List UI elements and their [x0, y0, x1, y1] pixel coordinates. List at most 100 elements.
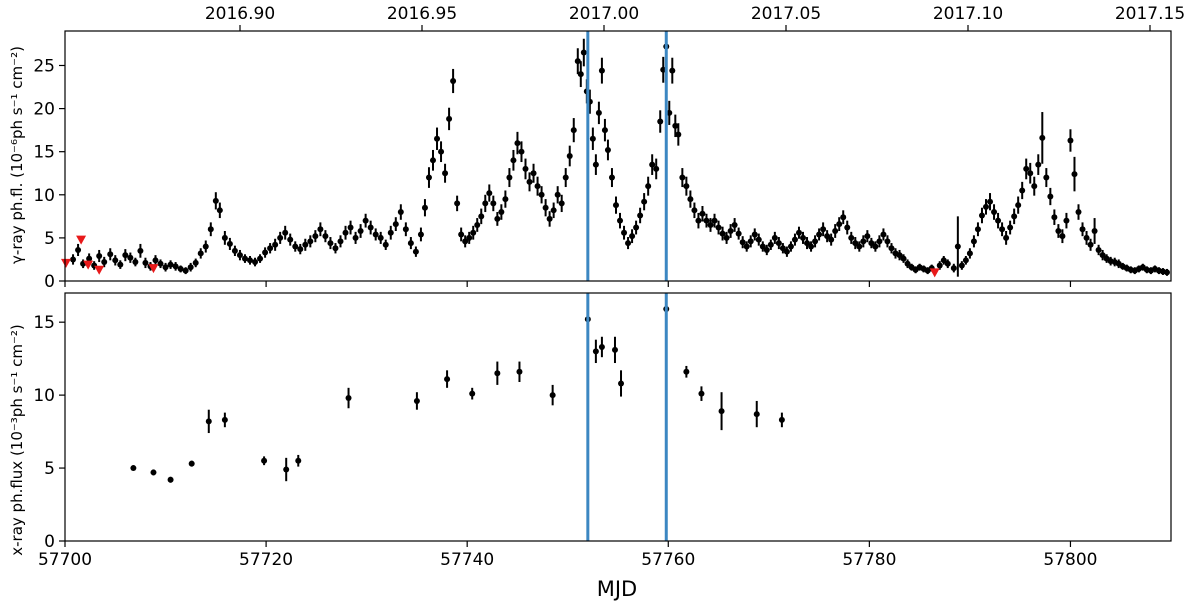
data-point [538, 191, 545, 198]
data-point [444, 376, 451, 383]
data-point [542, 204, 549, 211]
data-point [207, 226, 214, 233]
data-point [221, 234, 228, 241]
data-point [1051, 214, 1058, 221]
data-point [413, 397, 420, 404]
data-point [287, 236, 294, 243]
data-point [295, 457, 302, 464]
data-point [703, 217, 710, 224]
data-point [112, 257, 119, 264]
data-point [950, 265, 957, 272]
data-point [958, 262, 965, 269]
data-point [466, 234, 473, 241]
data-point [252, 259, 259, 266]
data-point [558, 200, 565, 207]
data-point [1099, 252, 1106, 259]
data-point [494, 215, 501, 222]
y-tick-label: 0 [44, 532, 55, 552]
data-point [860, 238, 867, 245]
data-point [292, 243, 299, 250]
data-point [816, 231, 823, 238]
data-point [991, 209, 998, 216]
x-tick-label: 57700 [38, 550, 92, 570]
data-point [342, 229, 349, 236]
data-point [522, 165, 529, 172]
data-point [675, 131, 682, 138]
data-point [982, 203, 989, 210]
data-point [987, 198, 994, 205]
data-point [117, 261, 124, 268]
data-point [177, 265, 184, 272]
plot-frame [64, 292, 1172, 542]
data-point [101, 259, 108, 266]
data-point [645, 183, 652, 190]
data-point [608, 174, 615, 181]
data-point [70, 256, 77, 263]
y-tick-label: 5 [44, 229, 55, 249]
data-point [407, 240, 414, 247]
data-point [856, 243, 863, 250]
data-point [317, 226, 324, 233]
data-point [425, 174, 432, 181]
data-point [783, 248, 790, 255]
data-point [666, 109, 673, 116]
data-point [940, 257, 947, 264]
data-point [570, 127, 577, 134]
data-point [502, 196, 509, 203]
data-point [589, 135, 596, 142]
data-point [549, 392, 556, 399]
data-point [267, 245, 274, 252]
data-point [429, 157, 436, 164]
data-point [577, 71, 584, 78]
data-point [718, 408, 725, 415]
data-point [474, 221, 481, 228]
data-point [167, 261, 174, 268]
data-point [490, 200, 497, 207]
data-point [828, 236, 835, 243]
data-point [775, 240, 782, 247]
data-point [1015, 202, 1022, 209]
data-point [896, 252, 903, 259]
data-point [1163, 269, 1170, 276]
y-tick-label: 0 [44, 272, 55, 292]
data-point [771, 234, 778, 241]
x-ray-panel: 0 5 10 15 57700 57720 57740 57760 57780 57800 [33, 292, 1172, 570]
data-point [345, 395, 352, 402]
x-ray-y-axis-label: x-ray ph.flux (10⁻³ph s⁻¹ cm⁻²) [8, 324, 26, 556]
data-point [312, 233, 319, 240]
y-tick-label: 5 [44, 459, 55, 479]
data-point [707, 221, 714, 228]
data-point [747, 238, 754, 245]
y-tick-label: 10 [33, 386, 55, 406]
top-axis-tick-label: 2017.05 [751, 4, 821, 24]
data-point [197, 250, 204, 257]
data-point [152, 257, 159, 264]
data-point [978, 212, 985, 219]
data-point [546, 215, 553, 222]
data-point [598, 67, 605, 74]
data-point [494, 370, 501, 377]
data-point [387, 229, 394, 236]
data-point [297, 246, 304, 253]
data-point [283, 466, 290, 473]
data-point [731, 221, 738, 228]
data-point [592, 348, 599, 355]
data-point [1039, 134, 1046, 141]
data-point [778, 416, 785, 423]
data-point [482, 200, 489, 207]
data-point [1055, 228, 1062, 234]
data-point [506, 174, 513, 181]
data-point [188, 460, 195, 467]
data-point [767, 241, 774, 248]
data-point [832, 228, 839, 234]
data-point [1095, 246, 1102, 253]
data-point [1091, 228, 1098, 234]
data-point [236, 252, 243, 259]
data-point [107, 251, 114, 258]
data-point [683, 368, 690, 375]
data-point [347, 224, 354, 231]
data-point [1031, 183, 1038, 190]
data-point [142, 259, 149, 266]
data-point [241, 255, 248, 262]
data-point [566, 153, 573, 159]
